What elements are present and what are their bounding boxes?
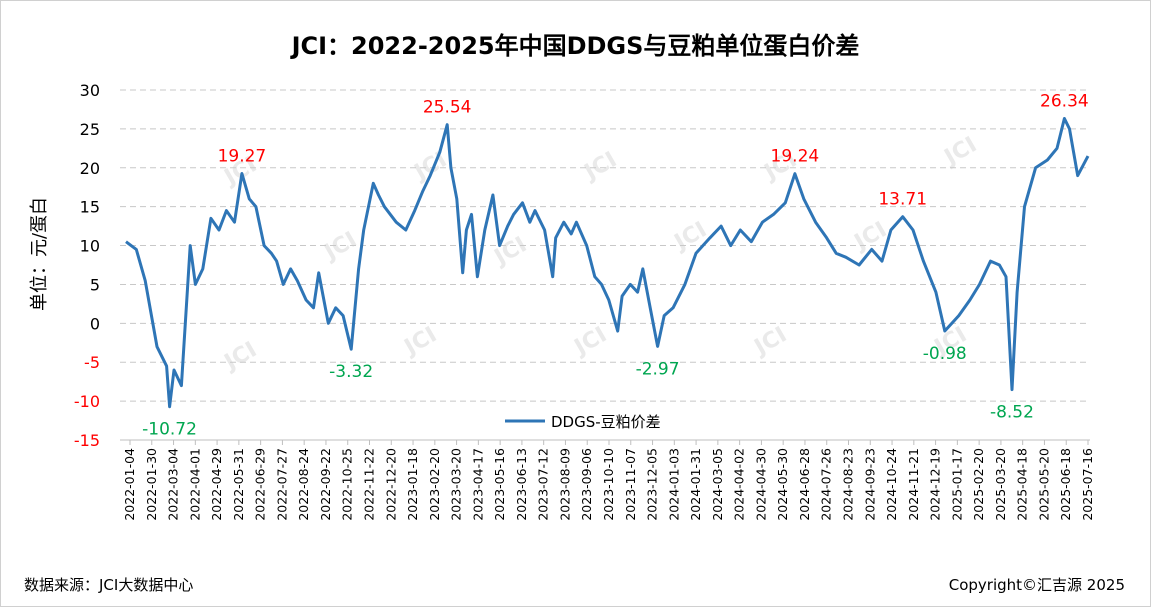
x-axis-ticks: 2022-01-04 2022-01-30 2022-03-04 2022-04-01…: [122, 440, 1095, 521]
x-tick-label: 2024-10-24: [884, 448, 899, 521]
x-tick-label: 2023-10-10: [601, 448, 616, 521]
x-tick-label: 2022-12-20: [383, 448, 398, 521]
y-tick-label: 5: [90, 275, 100, 294]
x-tick-label: 2023-02-20: [427, 448, 442, 521]
x-tick-label: 2024-09-23: [862, 448, 877, 521]
watermark-text: JCI: [399, 322, 441, 361]
x-tick-label: 2023-03-20: [449, 448, 464, 521]
y-tick-label: 25: [80, 120, 100, 139]
x-tick-label: 2022-03-04: [166, 448, 181, 521]
watermark-text: JCI: [669, 217, 711, 256]
x-tick-label: 2024-01-31: [688, 448, 703, 521]
data-label: 26.34: [1040, 91, 1089, 111]
y-tick-label: -15: [74, 431, 100, 450]
x-tick-label: 2024-11-21: [906, 448, 921, 521]
x-tick-label: 2023-07-12: [536, 448, 551, 521]
watermark-text: JCI: [219, 337, 261, 376]
x-tick-label: 2022-04-01: [187, 448, 202, 521]
series-line-ddgs: [125, 117, 1090, 409]
watermark-text: JCI: [409, 147, 451, 186]
x-tick-label: 2025-03-20: [993, 448, 1008, 521]
data-label: 25.54: [423, 98, 472, 118]
x-tick-label: 2024-04-02: [732, 448, 747, 521]
x-tick-label: 2022-11-22: [362, 448, 377, 521]
copyright: Copyright©汇吉源 2025: [948, 576, 1125, 594]
data-label: -0.98: [923, 344, 967, 364]
legend: DDGS-豆粕价差: [505, 413, 661, 431]
x-tick-label: 2023-05-16: [492, 448, 507, 521]
x-tick-label: 2025-07-16: [1080, 448, 1095, 521]
data-label: 13.71: [878, 190, 927, 210]
x-tick-label: 2022-07-27: [274, 448, 289, 521]
y-axis-ticks: 30 25 20 15 10 5 0 -5 -10 -15: [74, 81, 100, 450]
data-source: 数据来源：JCI大数据中心: [24, 576, 194, 594]
watermark-text: JCI: [569, 322, 611, 361]
x-tick-label: 2024-08-23: [841, 448, 856, 521]
x-tick-label: 2022-08-24: [296, 448, 311, 521]
x-tick-label: 2024-07-26: [819, 448, 834, 521]
y-tick-label: 20: [80, 159, 100, 178]
x-tick-label: 2023-01-18: [405, 448, 420, 521]
x-tick-label: 2023-04-17: [470, 448, 485, 521]
data-label: 19.24: [771, 147, 820, 167]
data-label: -2.97: [636, 359, 680, 379]
x-tick-label: 2022-04-29: [209, 448, 224, 521]
watermark-text: JCI: [489, 232, 531, 271]
y-tick-label: 30: [80, 81, 100, 100]
data-label: 19.27: [218, 146, 267, 166]
data-annotations: 19.27 25.54 19.24 13.71 26.34 -10.72 -3.32 -2.9…: [142, 91, 1089, 439]
x-tick-label: 2023-11-07: [623, 448, 638, 521]
data-label: -10.72: [142, 420, 197, 440]
y-tick-label: 15: [80, 198, 100, 217]
legend-label: DDGS-豆粕价差: [551, 413, 661, 431]
x-tick-label: 2025-04-18: [1015, 448, 1030, 521]
x-tick-label: 2024-03-05: [710, 448, 725, 521]
x-tick-label: 2024-04-30: [753, 448, 768, 521]
x-tick-label: 2022-06-29: [253, 448, 268, 521]
data-label: -8.52: [990, 403, 1034, 423]
x-tick-label: 2023-08-09: [557, 448, 572, 521]
x-tick-label: 2022-05-31: [231, 448, 246, 521]
x-tick-label: 2024-12-19: [928, 448, 943, 521]
x-tick-label: 2024-01-03: [666, 448, 681, 521]
x-tick-label: 2023-06-13: [514, 448, 529, 521]
y-tick-label: -10: [74, 392, 100, 411]
watermark-text: JCI: [319, 227, 361, 266]
x-tick-label: 2024-06-28: [797, 448, 812, 521]
x-tick-label: 2022-01-30: [144, 448, 159, 521]
chart-title: JCI：2022-2025年中国DDGS与豆粕单位蛋白价差: [291, 32, 860, 60]
x-tick-label: 2024-05-30: [775, 448, 790, 521]
watermark-text: JCI: [749, 322, 791, 361]
watermark-text: JCI: [939, 132, 981, 171]
x-tick-label: 2023-09-06: [579, 448, 594, 521]
x-tick-label: 2025-05-20: [1036, 448, 1051, 521]
y-tick-label: -5: [84, 353, 100, 372]
y-tick-label: 10: [80, 237, 100, 256]
watermark-text: JCI: [579, 147, 621, 186]
data-label: -3.32: [329, 362, 373, 382]
y-tick-label: 0: [90, 314, 100, 333]
x-tick-label: 2022-10-25: [340, 448, 355, 521]
x-tick-label: 2022-09-22: [318, 448, 333, 521]
x-tick-label: 2025-02-20: [971, 448, 986, 521]
x-tick-label: 2025-01-17: [949, 448, 964, 521]
x-tick-label: 2022-01-04: [122, 448, 137, 521]
gridlines: [120, 89, 1090, 441]
x-tick-label: 2025-06-18: [1058, 448, 1073, 521]
x-tick-label: 2023-12-05: [645, 448, 660, 521]
